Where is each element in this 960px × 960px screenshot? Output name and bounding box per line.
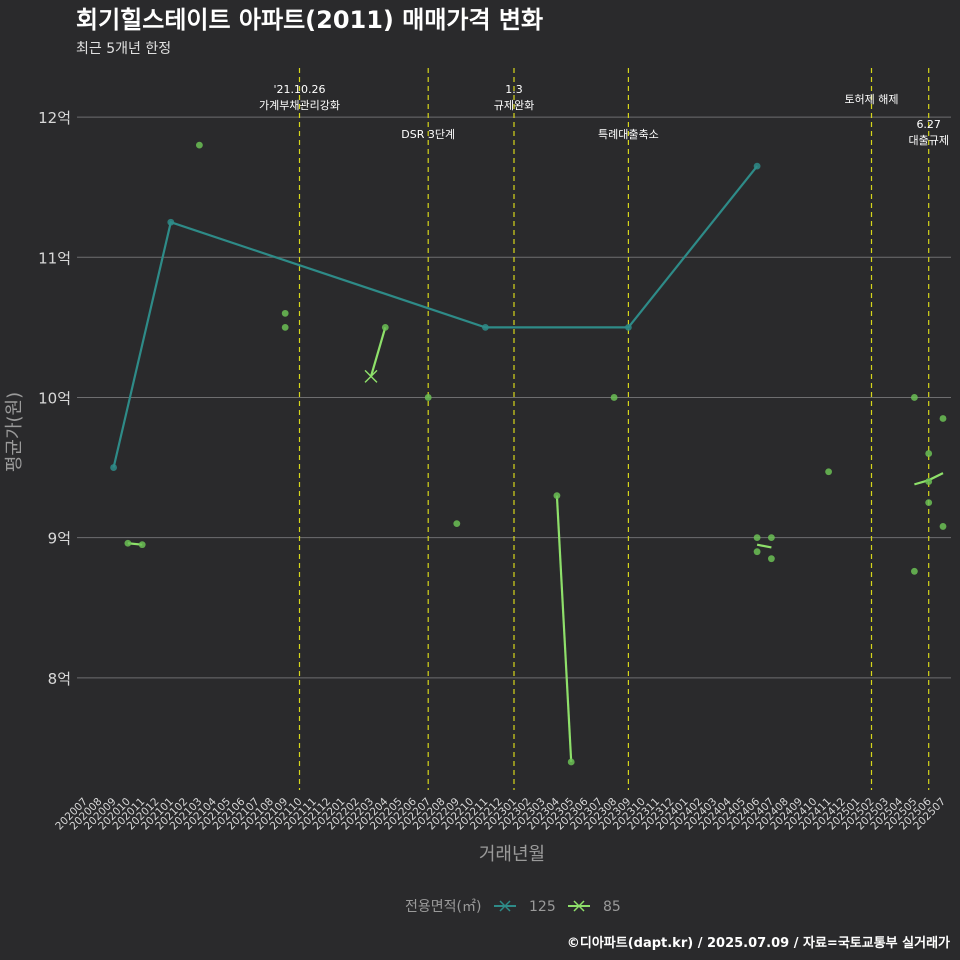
y-tick-label-2: 10억 [38, 389, 71, 407]
x-axis-label: 거래년월 [479, 844, 545, 865]
series-85-point-10 [610, 394, 618, 401]
series-85-line-2 [369, 327, 387, 377]
series-85-line-4 [555, 495, 573, 763]
series-85-point-2 [196, 141, 203, 149]
y-tick-label-3: 11억 [38, 249, 71, 267]
series-85-point-17 [911, 567, 918, 575]
series-85-point-12 [753, 548, 761, 556]
series-85-point-7 [453, 520, 461, 528]
chart-subtitle: 최근 5개년 한정 [76, 41, 171, 57]
x-tick-labels: 2020072020082020092020102020112020122021… [53, 795, 948, 832]
series-85-point-19 [925, 478, 933, 485]
event-annotation-3-0: 특례대출축소 [598, 128, 659, 141]
series-85-point-21 [939, 415, 947, 422]
series-85-point-13 [768, 534, 775, 542]
series-125-point-0 [110, 464, 117, 471]
event-annotation-4-0: 토허제 해제 [844, 92, 898, 106]
series-85-point-1 [138, 541, 146, 549]
series-85-point-3 [281, 309, 289, 317]
series-85-point-9 [567, 758, 575, 766]
series-85-point-6 [424, 394, 432, 401]
series-125-point-4 [753, 162, 761, 170]
series-85-point-20 [925, 499, 933, 507]
event-annotation-5-0: 6.27 [916, 118, 941, 131]
series-85-point-14 [768, 555, 775, 563]
legend-items: 125 85 [494, 899, 621, 915]
series-125-point-2 [482, 323, 489, 331]
series-85-point-4 [281, 323, 289, 331]
grid-layer: 8억 9억 10억 11억 12억 [38, 109, 951, 688]
y-tick-label-1: 9억 [48, 530, 71, 548]
event-annotation-2-1: 규제완화 [494, 99, 534, 112]
legend: 전용면적(㎡) 125 85 [405, 899, 621, 915]
series-125-point-3 [625, 323, 632, 331]
y-tick-label-0: 8억 [48, 670, 71, 688]
series-85-point-22 [939, 523, 947, 530]
series-85-x-marker [364, 369, 378, 383]
series-85-point-18 [925, 450, 933, 457]
series-85-line-6 [756, 543, 772, 549]
series-85-point-8 [553, 492, 561, 499]
legend-label-125: 125 [529, 899, 556, 915]
y-tick-label-4: 12억 [38, 109, 71, 127]
legend-swatch-marker-85 [573, 900, 585, 912]
series-85-point-15 [825, 468, 832, 476]
series-85-point-0 [124, 539, 132, 547]
legend-title: 전용면적(㎡) [405, 899, 481, 915]
event-annotation-0-0: '21.10.26 [273, 83, 325, 96]
y-axis-label: 평균가(원) [4, 392, 25, 472]
event-annotation-1-0: DSR 3단계 [401, 128, 455, 141]
series-85-point-16 [911, 394, 918, 401]
event-annotation-0-1: 가계부채관리강화 [259, 99, 340, 112]
series-125-line-0 [112, 165, 758, 468]
series-85-point-11 [753, 534, 761, 542]
series-85-point-5 [381, 323, 389, 331]
series-125-point-1 [167, 218, 175, 226]
legend-label-85: 85 [603, 899, 621, 915]
legend-swatch-marker-125 [499, 900, 511, 912]
event-annotation-2-0: 1.3 [505, 83, 523, 96]
event-annotation-5-1: 대출규제 [908, 134, 948, 147]
series-layer [110, 141, 947, 766]
footer-credit: ©디아파트(dapt.kr) / 2025.07.09 / 자료=국토교통부 실… [567, 935, 950, 951]
chart-title: 회기힐스테이트 아파트(2011) 매매가격 변화 [76, 6, 543, 34]
